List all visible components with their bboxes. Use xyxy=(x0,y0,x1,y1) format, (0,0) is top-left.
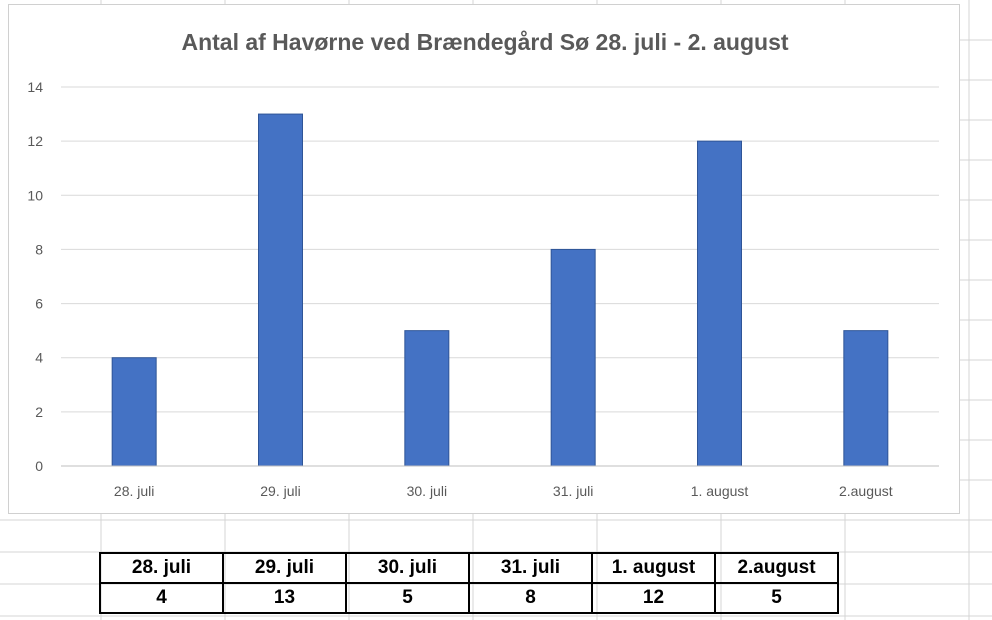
y-tick-label: 14 xyxy=(27,79,43,95)
table-value-cell[interactable]: 8 xyxy=(468,582,593,614)
bar[interactable] xyxy=(843,330,889,467)
table-header-cell[interactable]: 29. juli xyxy=(222,552,347,584)
x-tick-label: 30. juli xyxy=(407,483,447,499)
table-value-cell[interactable]: 5 xyxy=(345,582,470,614)
x-tick-label: 28. juli xyxy=(114,483,154,499)
x-tick-label: 31. juli xyxy=(553,483,593,499)
chart-title: Antal af Havørne ved Brændegård Sø 28. j… xyxy=(181,29,789,55)
y-tick-label: 6 xyxy=(35,296,43,312)
bar-chart: 0 2 4 6 8 10 12 14 28. juli 29. juli 30. juli 31. j… xyxy=(27,79,939,499)
bar[interactable] xyxy=(550,248,596,467)
y-tick-label: 8 xyxy=(35,241,43,257)
table-header-cell[interactable]: 30. juli xyxy=(345,552,470,584)
bar[interactable] xyxy=(404,330,450,467)
table-value-cell[interactable]: 5 xyxy=(714,582,839,614)
table-header-row: 28. juli 29. juli 30. juli 31. juli 1. a… xyxy=(99,552,839,584)
table-header-cell[interactable]: 2.august xyxy=(714,552,839,584)
table-value-cell[interactable]: 13 xyxy=(222,582,347,614)
table-header-cell[interactable]: 1. august xyxy=(591,552,716,584)
y-tick-label: 10 xyxy=(27,187,43,203)
y-tick-label: 4 xyxy=(35,350,43,366)
x-tick-label: 1. august xyxy=(691,483,749,499)
x-tick-label: 2.august xyxy=(839,483,893,499)
bar[interactable] xyxy=(111,357,157,467)
table-header-cell[interactable]: 28. juli xyxy=(99,552,224,584)
bar[interactable] xyxy=(258,113,303,467)
table-value-cell[interactable]: 4 xyxy=(99,582,224,614)
y-tick-label: 12 xyxy=(27,133,43,149)
x-tick-label: 29. juli xyxy=(260,483,300,499)
data-table: 28. juli 29. juli 30. juli 31. juli 1. a… xyxy=(99,552,839,614)
table-value-row: 4 13 5 8 12 5 xyxy=(99,582,839,614)
bar[interactable] xyxy=(697,140,742,467)
chart-area[interactable]: Antal af Havørne ved Brændegård Sø 28. j… xyxy=(8,4,960,514)
y-tick-label: 2 xyxy=(35,404,43,420)
y-tick-label: 0 xyxy=(35,458,43,474)
table-header-cell[interactable]: 31. juli xyxy=(468,552,593,584)
table-value-cell[interactable]: 12 xyxy=(591,582,716,614)
